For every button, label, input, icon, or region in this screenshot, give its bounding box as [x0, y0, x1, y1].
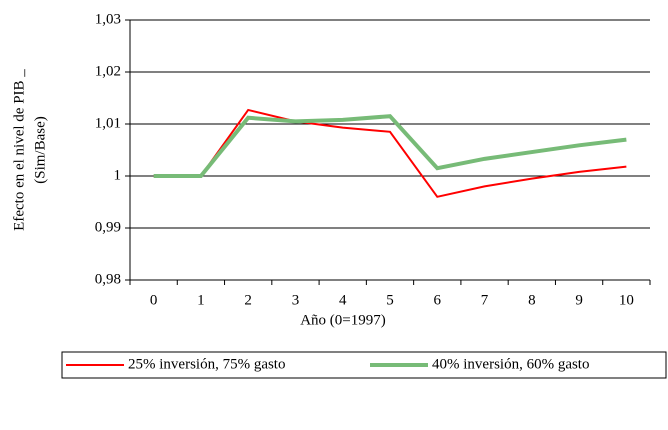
x-tick-label: 2 — [244, 292, 252, 308]
legend-label: 40% inversión, 60% gasto — [432, 356, 589, 372]
y-axis-label: Efecto en el nivel de PIB _ — [11, 69, 27, 231]
x-axis-label: Año (0=1997) — [300, 312, 386, 328]
y-tick-label: 0,99 — [95, 219, 121, 235]
x-tick-label: 5 — [386, 292, 394, 308]
legend-box — [61, 351, 667, 379]
y-tick-label: 1,02 — [95, 63, 121, 79]
x-tick-label: 0 — [150, 292, 158, 308]
series-line — [153, 108, 627, 198]
x-tick-label: 1 — [197, 292, 205, 308]
y-tick-label: 1,01 — [95, 115, 121, 131]
x-tick-label: 4 — [339, 292, 347, 308]
y-tick-label: 1 — [114, 167, 122, 183]
legend-label: 25% inversión, 75% gasto — [128, 356, 285, 372]
series-line — [153, 114, 627, 178]
x-tick-label: 6 — [434, 292, 442, 308]
x-tick-label: 7 — [481, 292, 489, 308]
x-tick-label: 3 — [292, 292, 300, 308]
x-tick-label: 10 — [619, 292, 634, 308]
x-tick-label: 8 — [528, 292, 536, 308]
y-tick-label: 0,98 — [95, 271, 121, 287]
y-axis-label: (Sim/Base) — [32, 116, 48, 184]
x-tick-label: 9 — [575, 292, 583, 308]
y-tick-label: 1,03 — [95, 11, 121, 27]
